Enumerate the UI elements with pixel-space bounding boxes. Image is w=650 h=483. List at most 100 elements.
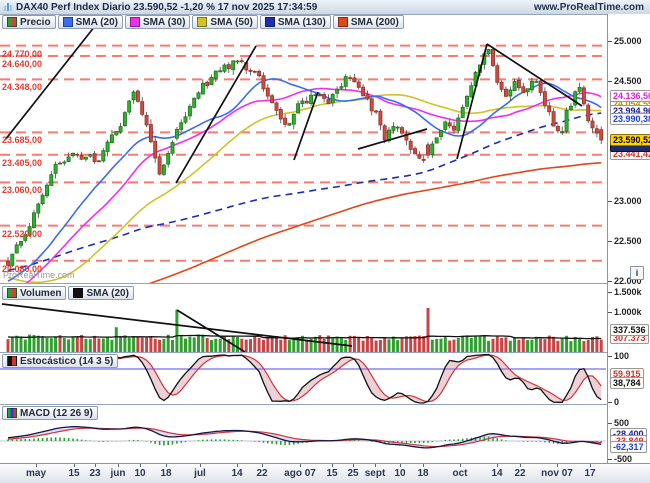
time-label: 18 [160,468,172,479]
time-axis[interactable]: may 15 23 jun 10 18 jul 14 22 ago 07 15 25 sept 10 18 o… [0,463,650,483]
price-plot[interactable] [0,14,650,283]
volume-plot[interactable] [0,284,650,352]
price-legend: Precio SMA (20) SMA (30) SMA (50) SMA (130) S… [2,15,404,29]
trend-line[interactable] [175,45,257,184]
time-tickmark [497,464,498,467]
volume-bar [93,335,97,352]
volume-bar [586,339,590,352]
volume-bar [400,337,404,352]
website-link[interactable]: www.ProRealTime.com [533,1,644,13]
axis-badge: 23.590,52 [610,134,650,146]
axis-tick-label: -500 [614,454,633,464]
volume-bar [45,337,49,352]
trend-line[interactable] [486,43,583,107]
volume-bar [560,338,564,352]
time-label: 14 [231,468,243,479]
volume-bar [188,336,192,352]
volume-bar [296,337,300,352]
volume-bar [482,335,486,352]
volume-bar [71,337,75,352]
time-tickmark [262,464,263,467]
trend-line[interactable] [456,43,488,160]
volume-bar [348,335,352,352]
legend-chip-macd-12-26-9-[interactable]: MACD (12 26 9) [2,406,98,420]
legend-chip-sma-20-[interactable]: SMA (20) [57,15,123,29]
volume-bar [23,339,27,352]
level-label: 23.060,00 [2,185,43,195]
legend-label: SMA (200) [350,16,399,28]
axis-tickmark [608,201,612,202]
macd-plot[interactable] [0,405,650,462]
legend-chip-volumen[interactable]: Volumen [2,286,67,300]
level-label: 24.770,00 [2,49,43,59]
time-label: 15 [326,468,338,479]
volume-bar [487,340,491,352]
volume-bar [67,339,71,352]
legend-chip-sma-50-[interactable]: SMA (50) [192,15,258,29]
volume-bar [547,335,551,352]
axis-tick-label: 24.500 [614,76,642,86]
volume-bar [504,337,508,352]
legend-chip-sma-130-[interactable]: SMA (130) [259,15,331,29]
stochastic-legend: Estocástico (14 3 5) [2,354,119,368]
level-label: 23.685,00 [2,135,43,145]
price-axis-column[interactable]: 25.000 24.500 23.000 22.500 22.000 1.500k 1.00… [607,14,650,464]
volume-bar [88,339,92,352]
axis-tickmark [608,312,612,313]
volume-bar [10,337,14,352]
volume-bar [283,335,287,352]
trend-line[interactable] [357,128,428,150]
axis-tick-label: 22.500 [614,236,642,246]
macd-line [7,426,602,449]
legend-chip-sma-30-[interactable]: SMA (30) [125,15,191,29]
volume-bar [179,336,183,352]
time-tickmark [375,464,376,467]
axis-tickmark [608,81,612,82]
trend-line[interactable] [293,91,319,161]
trend-line[interactable] [176,309,246,352]
level-label: 22.080,00 [2,264,43,274]
volume-bar [80,334,84,352]
time-tickmark [200,464,201,467]
legend-label: MACD (12 26 9) [20,407,93,419]
info-button[interactable]: i [630,266,644,280]
time-label: 22 [256,468,268,479]
volume-bar [101,338,105,352]
time-tickmark [74,464,75,467]
volume-bar [513,337,517,352]
volume-bar [175,309,179,352]
trend-line[interactable] [1,303,353,347]
volume-bar [49,338,53,352]
axis-badge: 24.136,50 [610,90,650,102]
level-label: 24.640,00 [2,59,43,69]
legend-chip-precio[interactable]: Precio [2,15,56,29]
level-label: 24.348,00 [2,82,43,92]
trend-line[interactable] [4,25,96,141]
axis-tick-label: 0 [614,397,620,407]
legend-chip-sma-20-[interactable]: SMA (20) [68,286,134,300]
volume-bar [508,340,512,352]
volume-bar [132,336,136,352]
titlebar: DAX40 Perf Index Diario 23.590,52 -1,20 … [0,0,650,15]
volume-bar [75,336,79,352]
time-label: 25 [347,468,359,479]
volume-bar [106,337,110,352]
macd-fill [8,426,602,448]
volume-bar [374,340,378,352]
volume-bar [322,339,326,352]
volume-bar [15,335,19,352]
legend-chip-sma-200-[interactable]: SMA (200) [332,15,404,29]
volume-bar [257,337,261,352]
volume-bar [62,338,66,352]
volume-bar [300,335,304,352]
axis-badge: 337.536 [610,324,649,336]
stochastic-plot[interactable] [0,353,650,404]
axis-tickmark [608,423,612,424]
legend-chip-estoc-stico-14-3-5-[interactable]: Estocástico (14 3 5) [2,354,119,368]
volume-bar [249,339,252,352]
time-tickmark [520,464,521,467]
level-label: 23.405,00 [2,158,43,168]
volume-bar [361,340,365,352]
axis-tick-label: 1.000k [614,307,642,317]
